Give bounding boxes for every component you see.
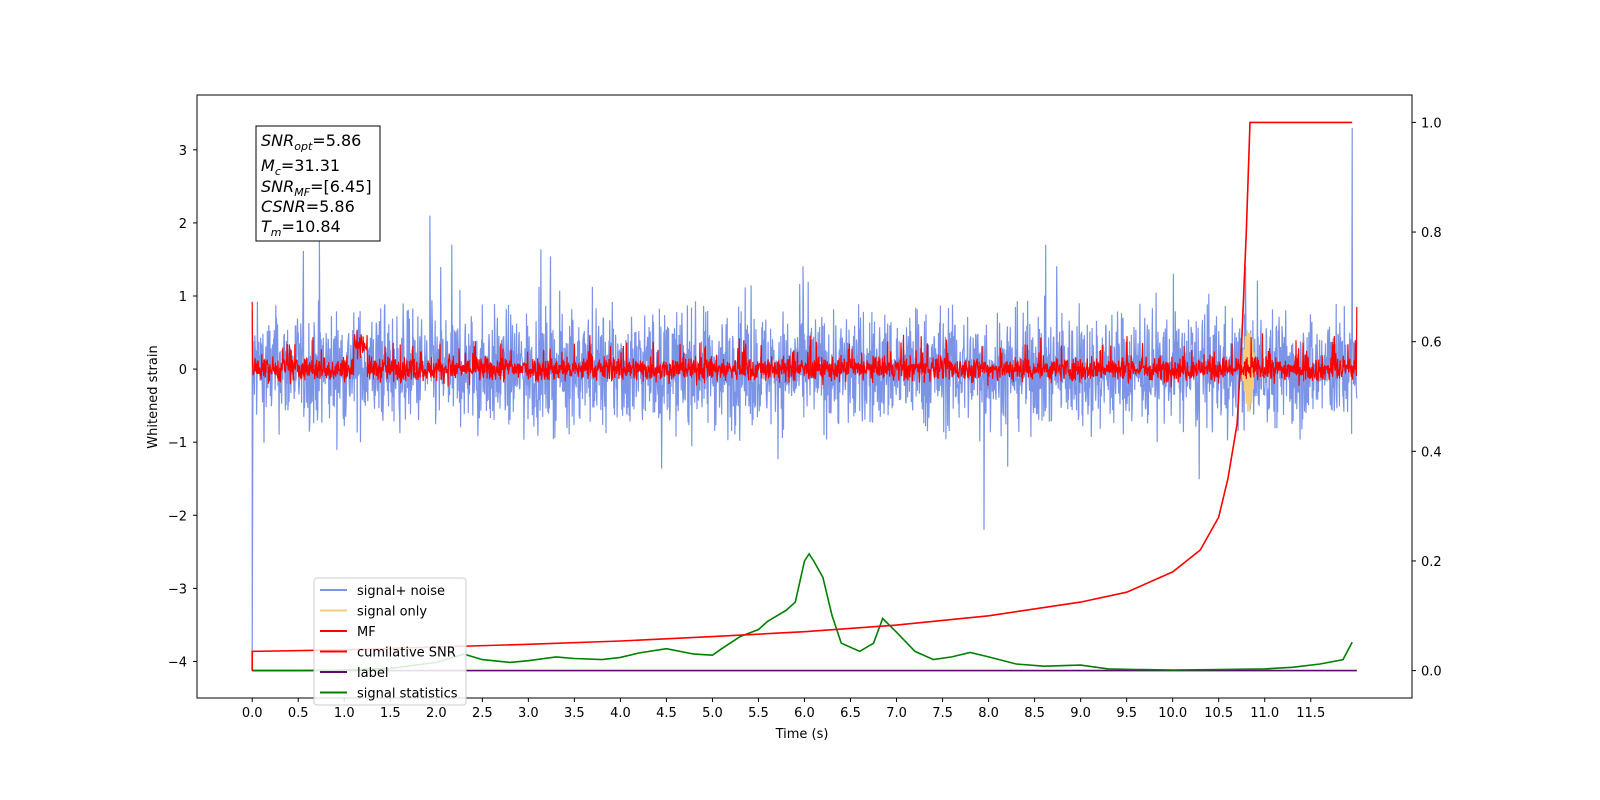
x-tick-label: 0.5 xyxy=(288,706,309,721)
y-tick-label-right: 0.4 xyxy=(1421,445,1442,460)
legend-label: signal only xyxy=(357,605,427,620)
legend-label: signal+ noise xyxy=(357,584,445,599)
info-csnr: CSNR=5.86 xyxy=(261,197,355,216)
y-tick-label-left: −2 xyxy=(168,509,187,524)
y-axis-label: Whitened strain xyxy=(146,345,161,448)
series-cumulative-snr xyxy=(251,121,1353,671)
info-snr-mf: SNRMF=[6.45] xyxy=(261,177,372,199)
x-tick-label: 8.5 xyxy=(1024,706,1045,721)
y-tick-label-left: −4 xyxy=(168,655,187,670)
x-tick-label: 10.0 xyxy=(1158,706,1187,721)
y-tick-label-right: 0.0 xyxy=(1421,665,1442,680)
x-tick-label: 6.5 xyxy=(840,706,861,721)
y-tick-label-left: 3 xyxy=(179,144,187,159)
info-box: SNRopt=5.86 Mc=31.31 SNRMF=[6.45] CSNR=5… xyxy=(255,125,381,242)
series-signal-only xyxy=(1240,330,1257,412)
legend-label: cumilative SNR xyxy=(357,646,456,661)
x-tick-label: 6.0 xyxy=(794,706,815,721)
x-tick-label: 4.0 xyxy=(610,706,631,721)
y-axis-left: 3 2 1 0 −1 −2 −3 −4 xyxy=(168,144,197,670)
y-tick-label-right: 0.6 xyxy=(1421,336,1442,351)
y-axis-right: 1.0 0.8 0.6 0.4 0.2 0.0 xyxy=(1412,116,1442,680)
x-tick-label: 0.0 xyxy=(242,706,263,721)
y-tick-label-left: 1 xyxy=(179,290,187,305)
x-tick-label: 4.5 xyxy=(656,706,677,721)
x-tick-label: 2.0 xyxy=(426,706,447,721)
x-tick-label: 9.5 xyxy=(1116,706,1137,721)
x-tick-label: 1.5 xyxy=(380,706,401,721)
x-tick-label: 10.5 xyxy=(1204,706,1233,721)
series-signal-statistics xyxy=(252,552,1353,672)
x-axis-label: Time (s) xyxy=(775,727,829,742)
x-tick-label: 7.5 xyxy=(932,706,953,721)
legend-label: signal statistics xyxy=(357,687,458,702)
x-tick-label: 3.0 xyxy=(518,706,539,721)
y-tick-label-left: −3 xyxy=(168,582,187,597)
x-tick-label: 5.0 xyxy=(702,706,723,721)
info-tm: Tm=10.84 xyxy=(261,217,341,239)
y-tick-label-right: 0.8 xyxy=(1421,226,1442,241)
x-tick-label: 11.5 xyxy=(1296,706,1325,721)
x-axis: 0.0 0.5 1.0 1.5 2.0 2.5 3.0 3.5 4.0 4.5 5.0 5.5 6.0 6… xyxy=(242,698,1325,721)
x-tick-label: 11.0 xyxy=(1250,706,1279,721)
y-tick-label-left: 0 xyxy=(179,363,187,378)
x-tick-label: 9.0 xyxy=(1070,706,1091,721)
info-mc: Mc=31.31 xyxy=(261,156,340,178)
y-tick-label-right: 0.2 xyxy=(1421,555,1442,570)
x-tick-label: 8.0 xyxy=(978,706,999,721)
y-tick-label-left: −1 xyxy=(168,436,187,451)
x-tick-label: 5.5 xyxy=(748,706,769,721)
y-tick-label-left: 2 xyxy=(179,217,187,232)
legend: signal+ noise signal only MF cumilative SNR… xyxy=(313,577,467,706)
info-snr-opt: SNRopt=5.86 xyxy=(261,131,361,153)
series-mf xyxy=(251,301,1358,388)
x-tick-label: 1.0 xyxy=(334,706,355,721)
x-tick-label: 7.0 xyxy=(886,706,907,721)
legend-label: MF xyxy=(357,625,376,640)
legend-label: label xyxy=(357,666,388,681)
y-tick-label-right: 1.0 xyxy=(1421,116,1442,131)
x-tick-label: 2.5 xyxy=(472,706,493,721)
x-tick-label: 3.5 xyxy=(564,706,585,721)
